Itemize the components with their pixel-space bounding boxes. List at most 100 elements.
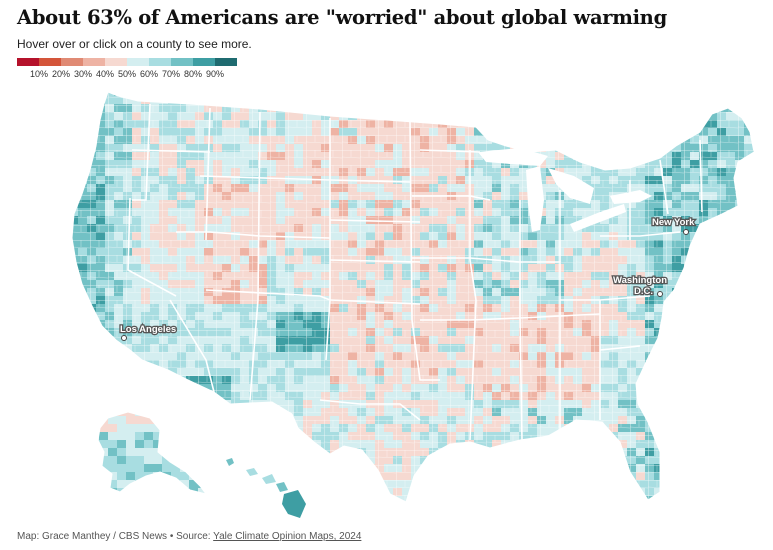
county-cell[interactable]	[546, 504, 555, 512]
county-cell[interactable]	[60, 368, 69, 376]
county-cell[interactable]	[249, 408, 258, 416]
county-cell[interactable]	[216, 440, 225, 448]
county-cell[interactable]	[249, 440, 258, 448]
county-cell[interactable]	[171, 408, 180, 416]
county-cell[interactable]	[240, 416, 249, 424]
county-cell[interactable]	[744, 184, 753, 192]
county-cell[interactable]	[60, 160, 69, 168]
county-cell[interactable]	[198, 456, 207, 464]
county-cell[interactable]	[105, 352, 114, 360]
county-cell[interactable]	[78, 296, 87, 304]
county-cell[interactable]	[375, 488, 384, 496]
county-cell[interactable]	[699, 328, 708, 336]
county-cell[interactable]	[582, 136, 591, 144]
county-cell[interactable]	[717, 472, 726, 480]
county-cell[interactable]	[207, 400, 216, 408]
county-cell[interactable]	[744, 336, 753, 344]
county-cell[interactable]	[465, 104, 474, 112]
county-cell[interactable]	[735, 432, 744, 440]
county-cell[interactable]	[699, 448, 708, 456]
county-cell[interactable]	[348, 88, 357, 96]
county-cell[interactable]	[438, 88, 447, 96]
county-cell[interactable]	[573, 448, 582, 456]
county-cell[interactable]	[312, 456, 321, 464]
county-cell[interactable]	[681, 472, 690, 480]
county-cell[interactable]	[222, 504, 231, 512]
county-cell[interactable]	[735, 280, 744, 288]
county-cell[interactable]	[699, 248, 708, 256]
county-cell[interactable]	[60, 248, 69, 256]
county-cell[interactable]	[231, 472, 240, 480]
county-cell[interactable]	[126, 464, 135, 472]
county-cell[interactable]	[672, 424, 681, 432]
county-cell[interactable]	[699, 80, 708, 88]
county-cell[interactable]	[735, 512, 744, 518]
county-cell[interactable]	[753, 448, 762, 456]
county-cell[interactable]	[717, 256, 726, 264]
county-cell[interactable]	[663, 424, 672, 432]
county-cell[interactable]	[180, 472, 189, 480]
hawaii-kauai[interactable]	[226, 458, 234, 466]
county-cell[interactable]	[204, 80, 213, 88]
county-cell[interactable]	[735, 464, 744, 472]
county-cell[interactable]	[231, 88, 240, 96]
county-cell[interactable]	[699, 392, 708, 400]
county-cell[interactable]	[177, 384, 186, 392]
county-cell[interactable]	[663, 336, 672, 344]
county-cell[interactable]	[708, 344, 717, 352]
county-cell[interactable]	[591, 432, 600, 440]
county-cell[interactable]	[105, 496, 114, 504]
county-cell[interactable]	[726, 360, 735, 368]
county-cell[interactable]	[663, 88, 672, 96]
county-cell[interactable]	[699, 416, 708, 424]
county-cell[interactable]	[90, 448, 99, 456]
county-cell[interactable]	[735, 440, 744, 448]
county-cell[interactable]	[645, 400, 654, 408]
county-cell[interactable]	[420, 488, 429, 496]
county-cell[interactable]	[555, 456, 564, 464]
county-cell[interactable]	[285, 472, 294, 480]
county-cell[interactable]	[339, 512, 348, 518]
county-cell[interactable]	[87, 120, 96, 128]
county-cell[interactable]	[69, 456, 78, 464]
county-cell[interactable]	[744, 200, 753, 208]
county-cell[interactable]	[438, 104, 447, 112]
county-cell[interactable]	[285, 432, 294, 440]
county-cell[interactable]	[555, 504, 564, 512]
county-cell[interactable]	[366, 496, 375, 504]
county-cell[interactable]	[672, 480, 681, 488]
county-cell[interactable]	[429, 504, 438, 512]
county-cell[interactable]	[546, 80, 555, 88]
county-cell[interactable]	[753, 512, 762, 518]
county-cell[interactable]	[762, 232, 771, 240]
county-cell[interactable]	[438, 480, 447, 488]
county-cell[interactable]	[267, 408, 276, 416]
county-cell[interactable]	[546, 136, 555, 144]
county-cell[interactable]	[126, 440, 135, 448]
county-cell[interactable]	[162, 488, 171, 496]
county-cell[interactable]	[69, 88, 78, 96]
county-cell[interactable]	[60, 112, 69, 120]
county-cell[interactable]	[339, 96, 348, 104]
county-cell[interactable]	[600, 80, 609, 88]
county-cell[interactable]	[357, 504, 366, 512]
county-cell[interactable]	[456, 80, 465, 88]
county-cell[interactable]	[348, 480, 357, 488]
county-cell[interactable]	[150, 376, 159, 384]
county-cell[interactable]	[753, 472, 762, 480]
county-cell[interactable]	[762, 200, 771, 208]
county-cell[interactable]	[600, 456, 609, 464]
county-cell[interactable]	[222, 88, 231, 96]
county-cell[interactable]	[735, 368, 744, 376]
county-cell[interactable]	[762, 216, 771, 224]
county-cell[interactable]	[618, 128, 627, 136]
county-cell[interactable]	[591, 80, 600, 88]
county-cell[interactable]	[537, 128, 546, 136]
county-cell[interactable]	[366, 88, 375, 96]
county-cell[interactable]	[357, 472, 366, 480]
county-cell[interactable]	[690, 448, 699, 456]
county-cell[interactable]	[591, 504, 600, 512]
county-cell[interactable]	[717, 344, 726, 352]
county-cell[interactable]	[222, 488, 231, 496]
county-cell[interactable]	[708, 304, 717, 312]
